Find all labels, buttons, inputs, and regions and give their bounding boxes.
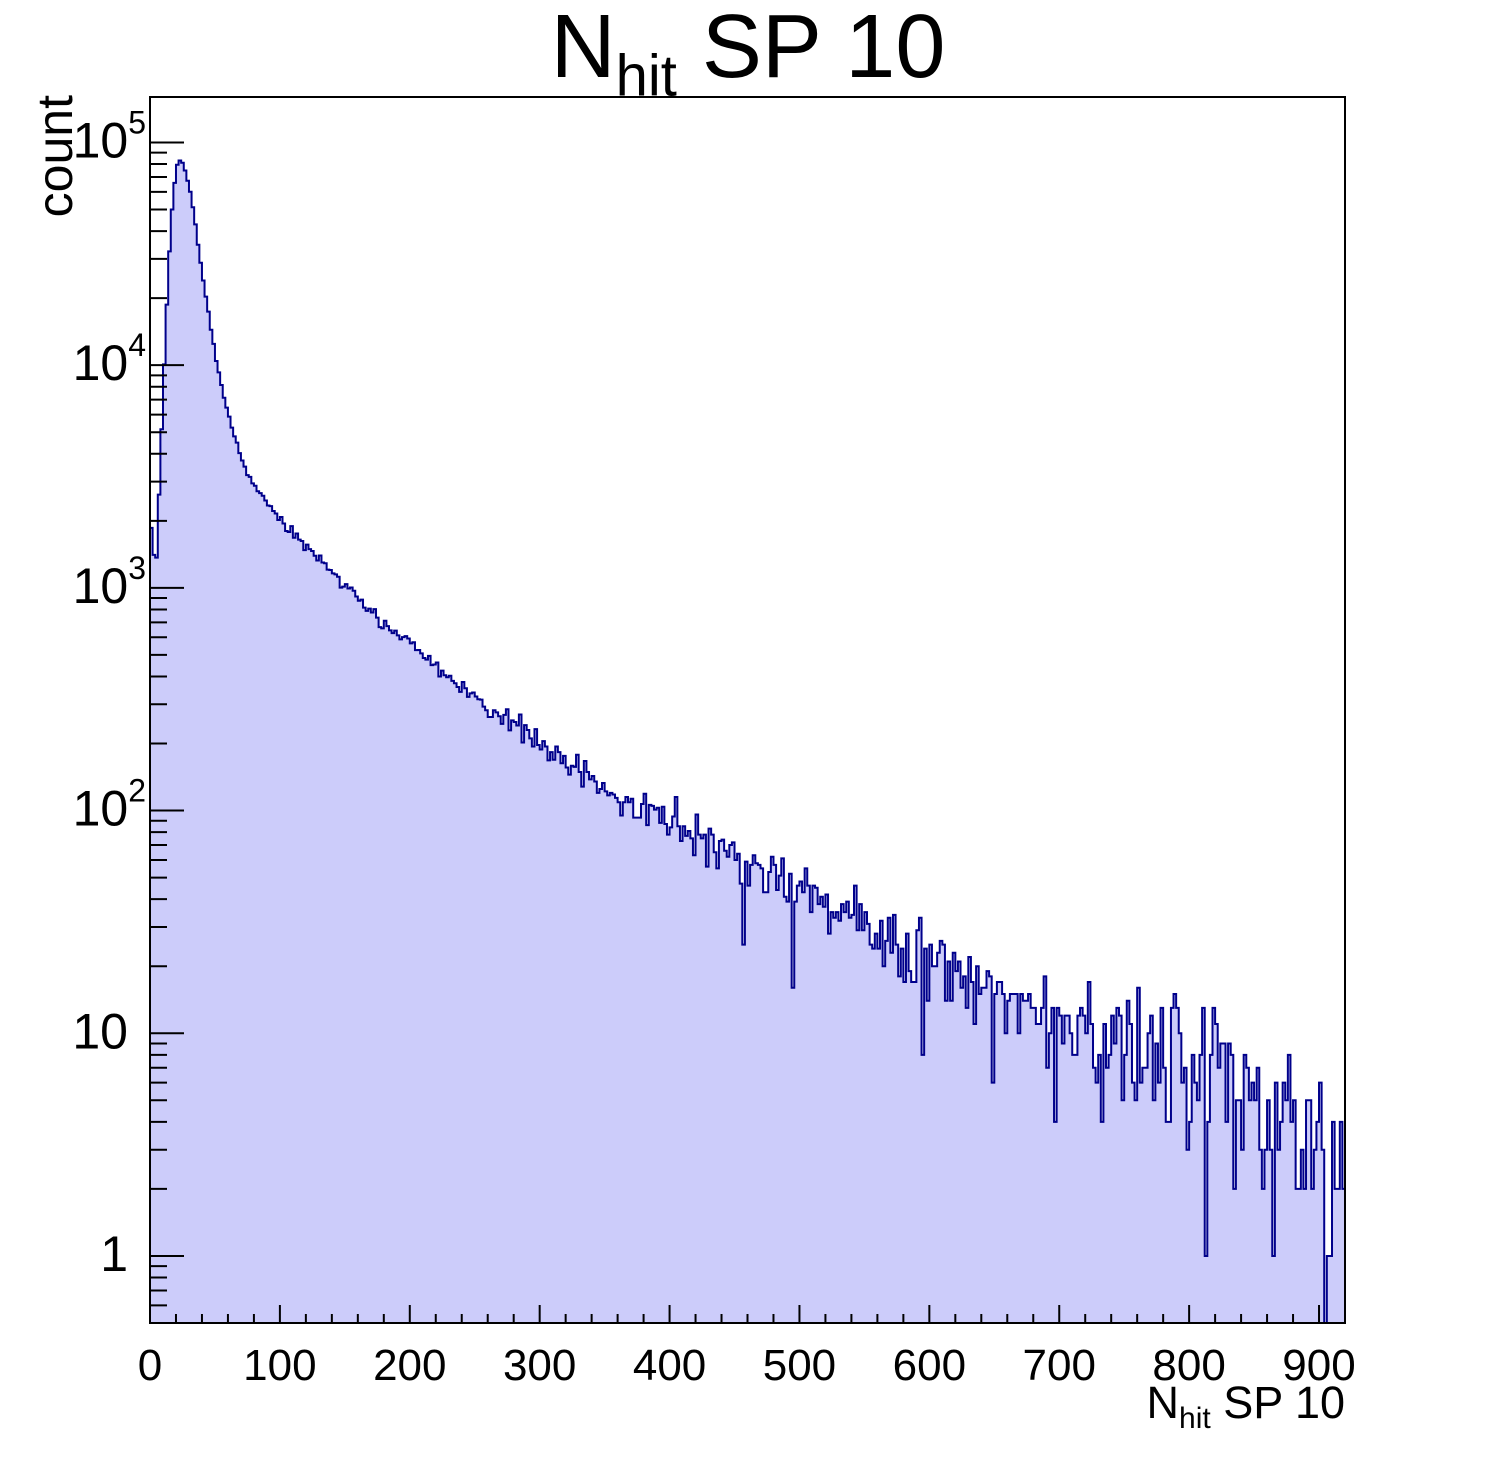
histogram-series bbox=[150, 159, 1346, 1324]
x-tick-label: 500 bbox=[763, 1341, 836, 1390]
plot-title: Nhit SP 10 bbox=[0, 2, 1496, 106]
x-axis-ticks bbox=[149, 1305, 1321, 1323]
y-axis-ticks bbox=[150, 141, 184, 1324]
y-tick-label: 103 bbox=[73, 550, 146, 614]
y-tick-label: 105 bbox=[73, 104, 146, 168]
y-tick-label: 1 bbox=[100, 1226, 128, 1282]
x-tick-label: 900 bbox=[1282, 1341, 1355, 1390]
x-tick-label: 400 bbox=[633, 1341, 706, 1390]
x-tick-label: 200 bbox=[373, 1341, 446, 1390]
y-axis-title: count bbox=[27, 95, 83, 217]
x-tick-label: 100 bbox=[243, 1341, 316, 1390]
y-axis-labels: 1 10 102 103 104 105 bbox=[72, 104, 146, 1282]
histogram-outline bbox=[150, 159, 1346, 1324]
x-tick-label: 700 bbox=[1023, 1341, 1096, 1390]
title-subscript: hit bbox=[615, 43, 677, 109]
x-tick-label: 600 bbox=[893, 1341, 966, 1390]
title-main: N bbox=[550, 0, 616, 97]
x-axis-title: Nhit SP 10 bbox=[1147, 1377, 1345, 1435]
y-tick-label: 102 bbox=[73, 773, 146, 837]
x-axis-labels: 0 100 200 300 400 500 600 700 800 900 bbox=[138, 1341, 1356, 1390]
x-tick-label: 300 bbox=[503, 1341, 576, 1390]
y-tick-label: 104 bbox=[73, 327, 146, 391]
x-tick-label: 800 bbox=[1152, 1341, 1225, 1390]
histogram-fill bbox=[150, 160, 1345, 1324]
x-tick-label: 0 bbox=[138, 1341, 162, 1390]
y-tick-label: 10 bbox=[72, 1003, 128, 1059]
title-rest: SP 10 bbox=[676, 0, 946, 97]
